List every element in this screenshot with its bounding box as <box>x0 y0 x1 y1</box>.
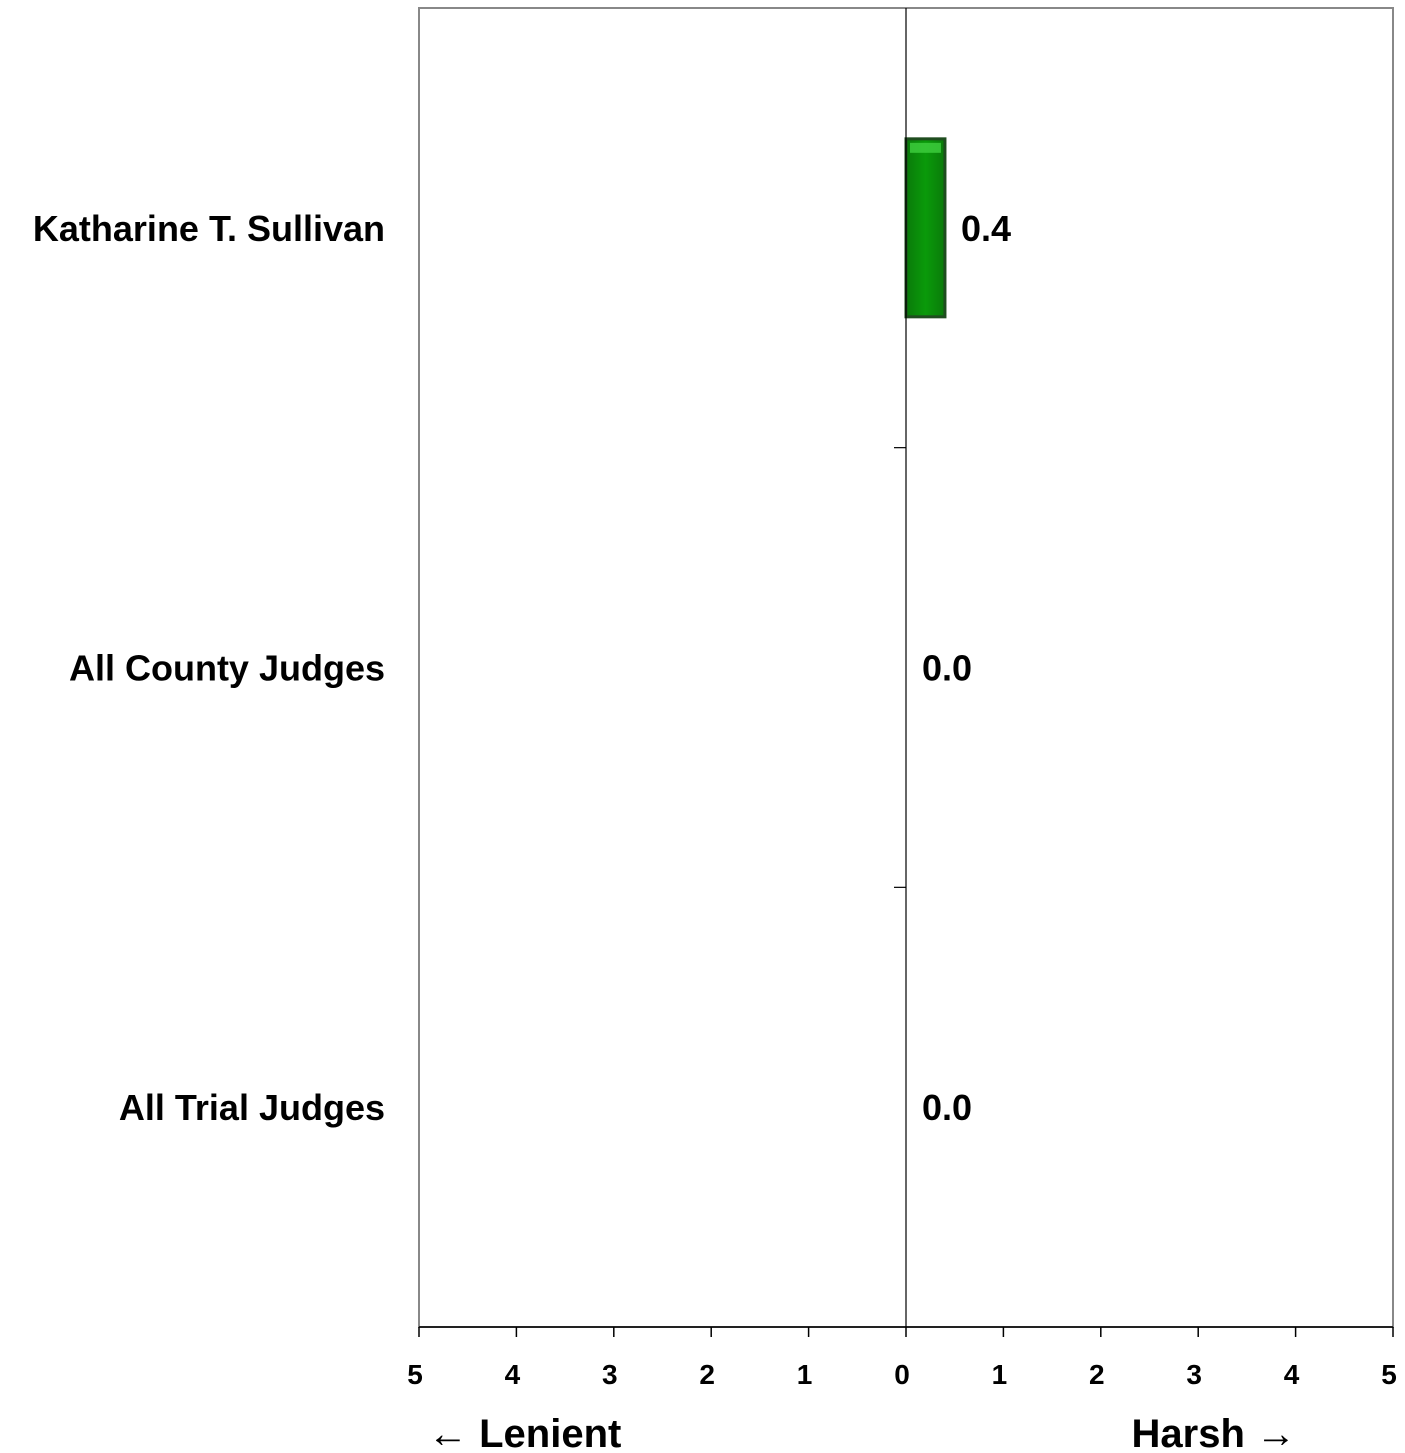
value-label: 0.0 <box>922 1087 972 1128</box>
x-tick-label: 4 <box>1284 1359 1300 1390</box>
value-label: 0.4 <box>961 208 1011 249</box>
x-tick-label: 5 <box>407 1359 423 1390</box>
category-label: All Trial Judges <box>119 1087 385 1128</box>
lenient-direction-label: ← Lenient <box>428 1412 621 1453</box>
x-tick-label: 2 <box>699 1359 715 1390</box>
x-tick-label: 4 <box>505 1359 521 1390</box>
harsh-direction-label: Harsh → <box>1132 1412 1297 1453</box>
x-tick-label: 1 <box>992 1359 1008 1390</box>
bar-highlight <box>910 142 941 153</box>
category-label: Katharine T. Sullivan <box>33 208 385 249</box>
category-label: All County Judges <box>69 648 385 689</box>
x-tick-label: 5 <box>1381 1359 1397 1390</box>
bar <box>904 137 947 319</box>
x-tick-label: 1 <box>797 1359 813 1390</box>
x-tick-label: 3 <box>602 1359 618 1390</box>
x-tick-label: 3 <box>1186 1359 1202 1390</box>
x-tick-label: 0 <box>894 1359 910 1390</box>
value-label: 0.0 <box>922 648 972 689</box>
x-tick-label: 2 <box>1089 1359 1105 1390</box>
